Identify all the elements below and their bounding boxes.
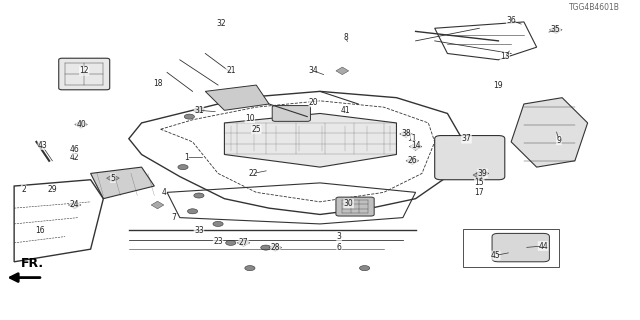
Text: 45: 45: [490, 251, 500, 260]
Text: 22: 22: [248, 169, 258, 178]
Circle shape: [194, 193, 204, 198]
Text: FR.: FR.: [20, 257, 44, 270]
Polygon shape: [225, 114, 396, 167]
Circle shape: [360, 266, 370, 271]
Text: 35: 35: [551, 25, 561, 34]
Text: 44: 44: [538, 242, 548, 251]
Text: 41: 41: [340, 106, 350, 115]
Text: 19: 19: [493, 81, 503, 90]
Text: 6: 6: [337, 243, 342, 252]
Polygon shape: [476, 170, 489, 177]
Circle shape: [194, 108, 204, 113]
Text: 25: 25: [252, 125, 261, 134]
Polygon shape: [399, 130, 412, 138]
Text: 20: 20: [309, 98, 319, 107]
Polygon shape: [75, 121, 88, 128]
Text: 17: 17: [474, 188, 484, 197]
Circle shape: [188, 209, 198, 214]
Text: 40: 40: [76, 120, 86, 129]
Polygon shape: [151, 201, 164, 209]
Text: 7: 7: [171, 213, 176, 222]
Polygon shape: [473, 171, 486, 179]
Circle shape: [178, 164, 188, 170]
Text: 5: 5: [111, 174, 115, 183]
Circle shape: [260, 245, 271, 250]
Polygon shape: [409, 143, 422, 150]
Polygon shape: [91, 167, 154, 199]
Text: 28: 28: [271, 243, 280, 252]
Text: 36: 36: [506, 16, 516, 25]
Text: 9: 9: [557, 136, 561, 145]
Text: 30: 30: [344, 199, 353, 208]
Circle shape: [245, 266, 255, 271]
Text: 1: 1: [184, 153, 189, 162]
Polygon shape: [106, 174, 119, 182]
Text: 26: 26: [408, 156, 417, 165]
Text: 32: 32: [216, 19, 226, 28]
FancyBboxPatch shape: [59, 58, 109, 90]
Text: 34: 34: [308, 66, 319, 75]
Text: 37: 37: [461, 134, 472, 143]
Text: 18: 18: [153, 79, 163, 88]
Text: 27: 27: [239, 238, 248, 247]
Text: 42: 42: [70, 153, 79, 162]
Text: 39: 39: [477, 169, 488, 178]
Text: 11: 11: [408, 134, 417, 143]
Polygon shape: [237, 239, 250, 247]
Polygon shape: [336, 67, 349, 75]
Text: 21: 21: [226, 66, 236, 75]
Polygon shape: [406, 157, 419, 164]
FancyBboxPatch shape: [492, 233, 549, 262]
Text: 10: 10: [245, 114, 255, 123]
Text: 38: 38: [401, 130, 411, 139]
Text: 23: 23: [213, 237, 223, 246]
Circle shape: [360, 198, 370, 203]
FancyBboxPatch shape: [272, 106, 310, 121]
Text: 16: 16: [35, 226, 44, 235]
Polygon shape: [68, 201, 81, 209]
Polygon shape: [511, 98, 588, 167]
Polygon shape: [549, 26, 562, 34]
Circle shape: [213, 221, 223, 227]
Text: 43: 43: [38, 140, 48, 149]
Circle shape: [184, 114, 195, 119]
Text: 33: 33: [194, 226, 204, 235]
Text: 3: 3: [337, 232, 342, 241]
Text: 4: 4: [161, 188, 166, 197]
Text: 13: 13: [500, 52, 509, 61]
Text: 29: 29: [47, 185, 57, 194]
Text: 8: 8: [343, 33, 348, 42]
Text: 14: 14: [411, 140, 420, 149]
Text: 31: 31: [194, 106, 204, 115]
Text: 15: 15: [474, 178, 484, 188]
Text: 2: 2: [21, 185, 26, 194]
Polygon shape: [269, 244, 282, 252]
Text: 24: 24: [70, 201, 79, 210]
Circle shape: [226, 240, 236, 245]
FancyBboxPatch shape: [336, 197, 374, 216]
Text: TGG4B4601B: TGG4B4601B: [568, 4, 620, 12]
FancyBboxPatch shape: [435, 136, 505, 180]
Text: 46: 46: [70, 145, 79, 154]
Polygon shape: [205, 85, 269, 110]
Text: 12: 12: [79, 66, 89, 75]
